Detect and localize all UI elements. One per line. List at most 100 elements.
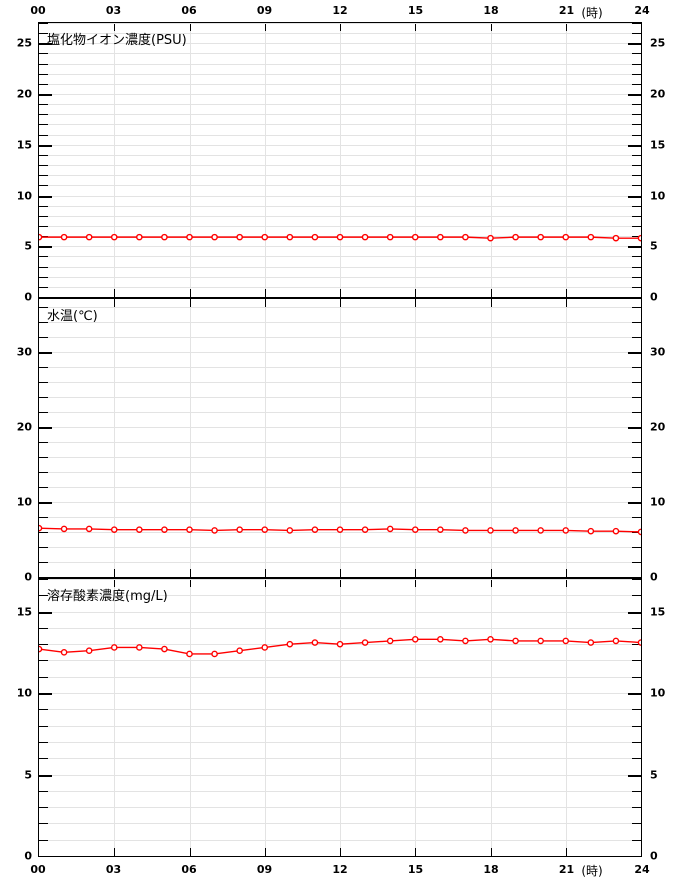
gridline-horizontal bbox=[39, 807, 641, 808]
y-tickmark-left bbox=[39, 367, 48, 368]
y-tickmark-left bbox=[39, 104, 48, 105]
y-tick-label-right-10: 10 bbox=[650, 189, 666, 203]
gridline-horizontal bbox=[39, 256, 641, 257]
gridline-horizontal bbox=[39, 693, 641, 694]
gridline-horizontal bbox=[39, 185, 641, 186]
gridline-vertical bbox=[491, 299, 492, 577]
x-tickmark-top bbox=[265, 579, 266, 587]
gridline-horizontal bbox=[39, 226, 641, 227]
plot-area-water-temp bbox=[39, 299, 641, 577]
data-point-marker bbox=[612, 527, 620, 535]
gridline-horizontal bbox=[39, 562, 641, 563]
y-tickmark-right bbox=[632, 236, 641, 237]
y-tickmark-left bbox=[39, 579, 48, 580]
x-tickmark-top bbox=[566, 579, 567, 587]
panel-salinity: 塩化物イオン濃度(PSU) bbox=[38, 22, 642, 298]
gridline-vertical bbox=[265, 299, 266, 577]
series-line-dissolved-oxygen bbox=[39, 635, 641, 658]
x-tickmark-top bbox=[190, 299, 191, 307]
data-point-marker bbox=[261, 526, 269, 533]
y-tickmark-left bbox=[39, 612, 52, 614]
y-tickmark-right bbox=[632, 53, 641, 54]
y-tickmark-right bbox=[632, 709, 641, 710]
gridline-horizontal bbox=[39, 579, 641, 580]
data-point-marker bbox=[39, 233, 43, 241]
x-tickmark-bottom bbox=[491, 569, 492, 577]
y-tickmark-right bbox=[632, 595, 641, 596]
x-tickmark-bottom bbox=[114, 569, 115, 577]
data-point-marker bbox=[587, 639, 595, 646]
gridline-vertical bbox=[340, 23, 341, 297]
gridline-horizontal bbox=[39, 64, 641, 65]
y-tick-label-left-20: 20 bbox=[16, 87, 32, 101]
y-tickmark-right bbox=[628, 502, 641, 504]
x-tickmark-top bbox=[566, 299, 567, 307]
y-tickmark-left bbox=[39, 33, 48, 34]
gridline-vertical bbox=[114, 23, 115, 297]
x-tick-label-bottom-06: 06 bbox=[181, 863, 197, 876]
gridline-horizontal bbox=[39, 457, 641, 458]
x-tickmark-bottom bbox=[566, 848, 567, 856]
data-point-marker bbox=[361, 526, 369, 533]
gridline-horizontal bbox=[39, 246, 641, 247]
gridline-horizontal bbox=[39, 175, 641, 176]
y-tickmark-right bbox=[632, 216, 641, 217]
gridline-horizontal bbox=[39, 726, 641, 727]
data-point-marker bbox=[437, 526, 444, 533]
data-point-marker bbox=[161, 526, 168, 533]
y-tickmark-right bbox=[628, 352, 641, 354]
gridline-vertical bbox=[190, 299, 191, 577]
gridline-horizontal bbox=[39, 547, 641, 548]
y-tickmark-right bbox=[632, 562, 641, 563]
y-tick-label-left-25: 25 bbox=[16, 36, 32, 50]
y-tickmark-right bbox=[628, 246, 641, 248]
data-point-marker bbox=[587, 527, 595, 535]
y-tickmark-left bbox=[39, 382, 48, 383]
gridline-horizontal bbox=[39, 352, 641, 353]
data-point-marker bbox=[562, 637, 570, 645]
gridline-horizontal bbox=[39, 412, 641, 413]
y-tick-label-right-5: 5 bbox=[650, 239, 658, 253]
x-tickmark-bottom bbox=[340, 848, 341, 856]
x-tickmark-bottom bbox=[415, 569, 416, 577]
gridline-horizontal bbox=[39, 367, 641, 368]
y-tick-label-right-0: 0 bbox=[650, 570, 658, 584]
x-tickmark-top bbox=[491, 579, 492, 587]
panel-title-dissolved-oxygen: 溶存酸素濃度(mg/L) bbox=[47, 589, 168, 604]
y-tickmark-right bbox=[632, 206, 641, 207]
y-tickmark-right bbox=[632, 185, 641, 186]
data-point-marker bbox=[637, 528, 641, 536]
y-tickmark-left bbox=[39, 517, 48, 518]
data-point-marker bbox=[211, 527, 218, 534]
x-tickmark-top bbox=[190, 23, 191, 31]
x-tickmark-bottom bbox=[340, 289, 341, 297]
y-tickmark-right bbox=[632, 64, 641, 65]
data-point-marker bbox=[60, 649, 68, 656]
y-tickmark-left bbox=[39, 337, 48, 338]
data-point-marker bbox=[311, 233, 319, 241]
y-tick-label-left-15: 15 bbox=[16, 605, 32, 619]
data-point-marker bbox=[487, 234, 494, 242]
data-point-marker bbox=[562, 233, 570, 241]
data-point-marker bbox=[136, 526, 143, 533]
plot-area-dissolved-oxygen bbox=[39, 579, 641, 856]
y-tickmark-right bbox=[628, 775, 641, 777]
gridline-vertical bbox=[190, 23, 191, 297]
data-point-marker bbox=[211, 650, 218, 658]
y-tickmark-right bbox=[632, 472, 641, 473]
y-tickmark-right bbox=[632, 256, 641, 257]
data-point-marker bbox=[612, 637, 620, 645]
y-tickmark-right bbox=[628, 693, 641, 695]
y-tick-label-right-10: 10 bbox=[650, 686, 666, 700]
x-tickmark-top bbox=[340, 579, 341, 587]
gridline-horizontal bbox=[39, 135, 641, 136]
y-tickmark-right bbox=[632, 840, 641, 841]
data-point-marker bbox=[411, 635, 419, 643]
y-tick-label-right-10: 10 bbox=[650, 495, 666, 509]
gridline-vertical bbox=[114, 299, 115, 577]
data-point-marker bbox=[512, 637, 519, 645]
x-tick-label-top-00: 00 bbox=[30, 4, 46, 17]
y-tickmark-left bbox=[39, 660, 48, 661]
data-point-marker bbox=[261, 644, 269, 651]
y-tickmark-right bbox=[632, 226, 641, 227]
